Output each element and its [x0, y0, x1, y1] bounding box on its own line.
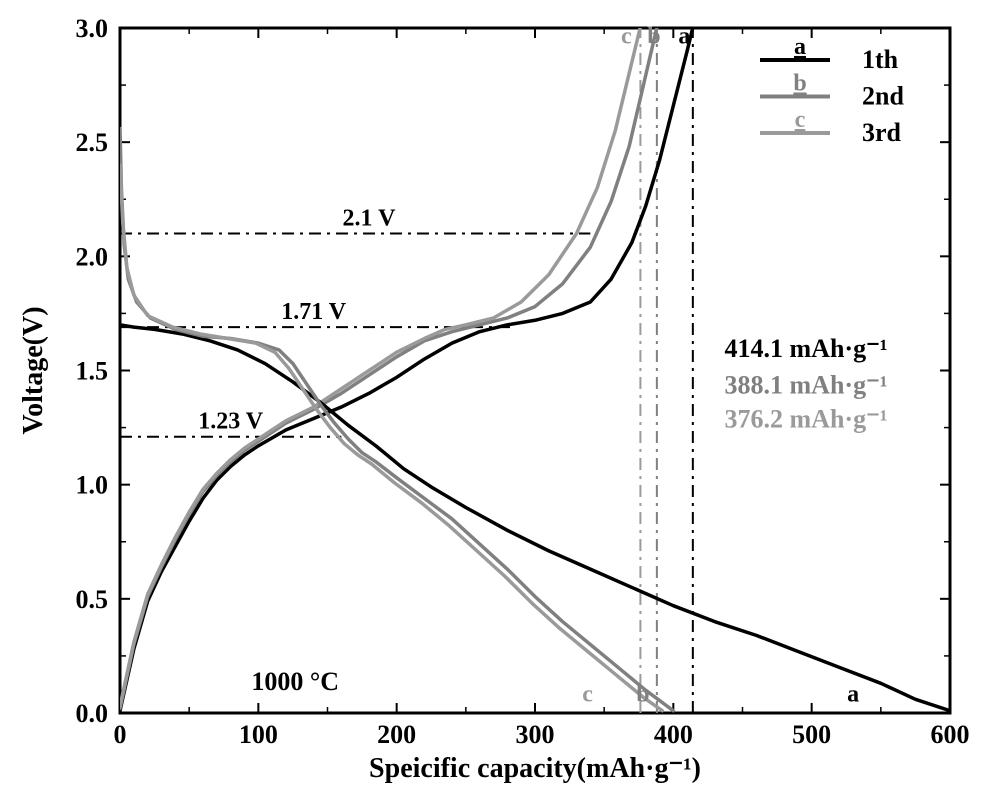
legend-letter: b [793, 71, 806, 97]
legend-letter: a [794, 34, 806, 60]
capacity-annotation: 414.1 mAh·g⁻¹ [725, 334, 888, 363]
y-tick-label: 0.5 [76, 585, 109, 614]
y-tick-label: 2.5 [76, 128, 109, 157]
top-letter: c [621, 23, 632, 49]
y-axis-label: Voltage(V) [18, 306, 49, 434]
bottom-letter: a [847, 682, 859, 708]
x-tick-label: 0 [114, 720, 127, 749]
x-axis-label: Speicific capacity(mAh·g⁻¹) [369, 753, 701, 784]
top-letter: a [678, 23, 690, 49]
capacity-annotation: 376.2 mAh·g⁻¹ [725, 405, 888, 434]
y-tick-label: 0.0 [76, 699, 109, 728]
chart-container: 0 100 200 300 400 500 600 0.0 0.5 1.0 1.5 2.0 2.5 3.0… [0, 0, 1000, 806]
x-tick-label: 100 [239, 720, 278, 749]
bottom-letter: b [636, 682, 649, 708]
x-tick-label: 500 [792, 720, 831, 749]
bottom-letter: c [582, 682, 593, 708]
y-tick-label: 3.0 [76, 14, 109, 43]
y-tick-label: 1.0 [76, 471, 109, 500]
legend-label: 1th [862, 45, 899, 74]
legend-label: 2nd [862, 82, 904, 111]
temperature-annotation: 1000 °C [251, 667, 339, 696]
legend-letter: c [795, 107, 806, 133]
y-tick-label: 1.5 [76, 357, 109, 386]
x-tick-label: 300 [516, 720, 555, 749]
chart-svg: 0 100 200 300 400 500 600 0.0 0.5 1.0 1.5 2.0 2.5 3.0… [0, 0, 1000, 806]
voltage-label: 1.71 V [281, 299, 347, 325]
capacity-annotation: 388.1 mAh·g⁻¹ [725, 370, 888, 399]
x-tick-label: 600 [931, 720, 970, 749]
x-tick-label: 200 [377, 720, 416, 749]
x-tick-label: 400 [654, 720, 693, 749]
top-letter: b [647, 23, 660, 49]
legend-label: 3rd [862, 118, 902, 147]
voltage-label: 1.23 V [198, 409, 264, 435]
voltage-label: 2.1 V [343, 206, 397, 232]
y-tick-label: 2.0 [76, 242, 109, 271]
